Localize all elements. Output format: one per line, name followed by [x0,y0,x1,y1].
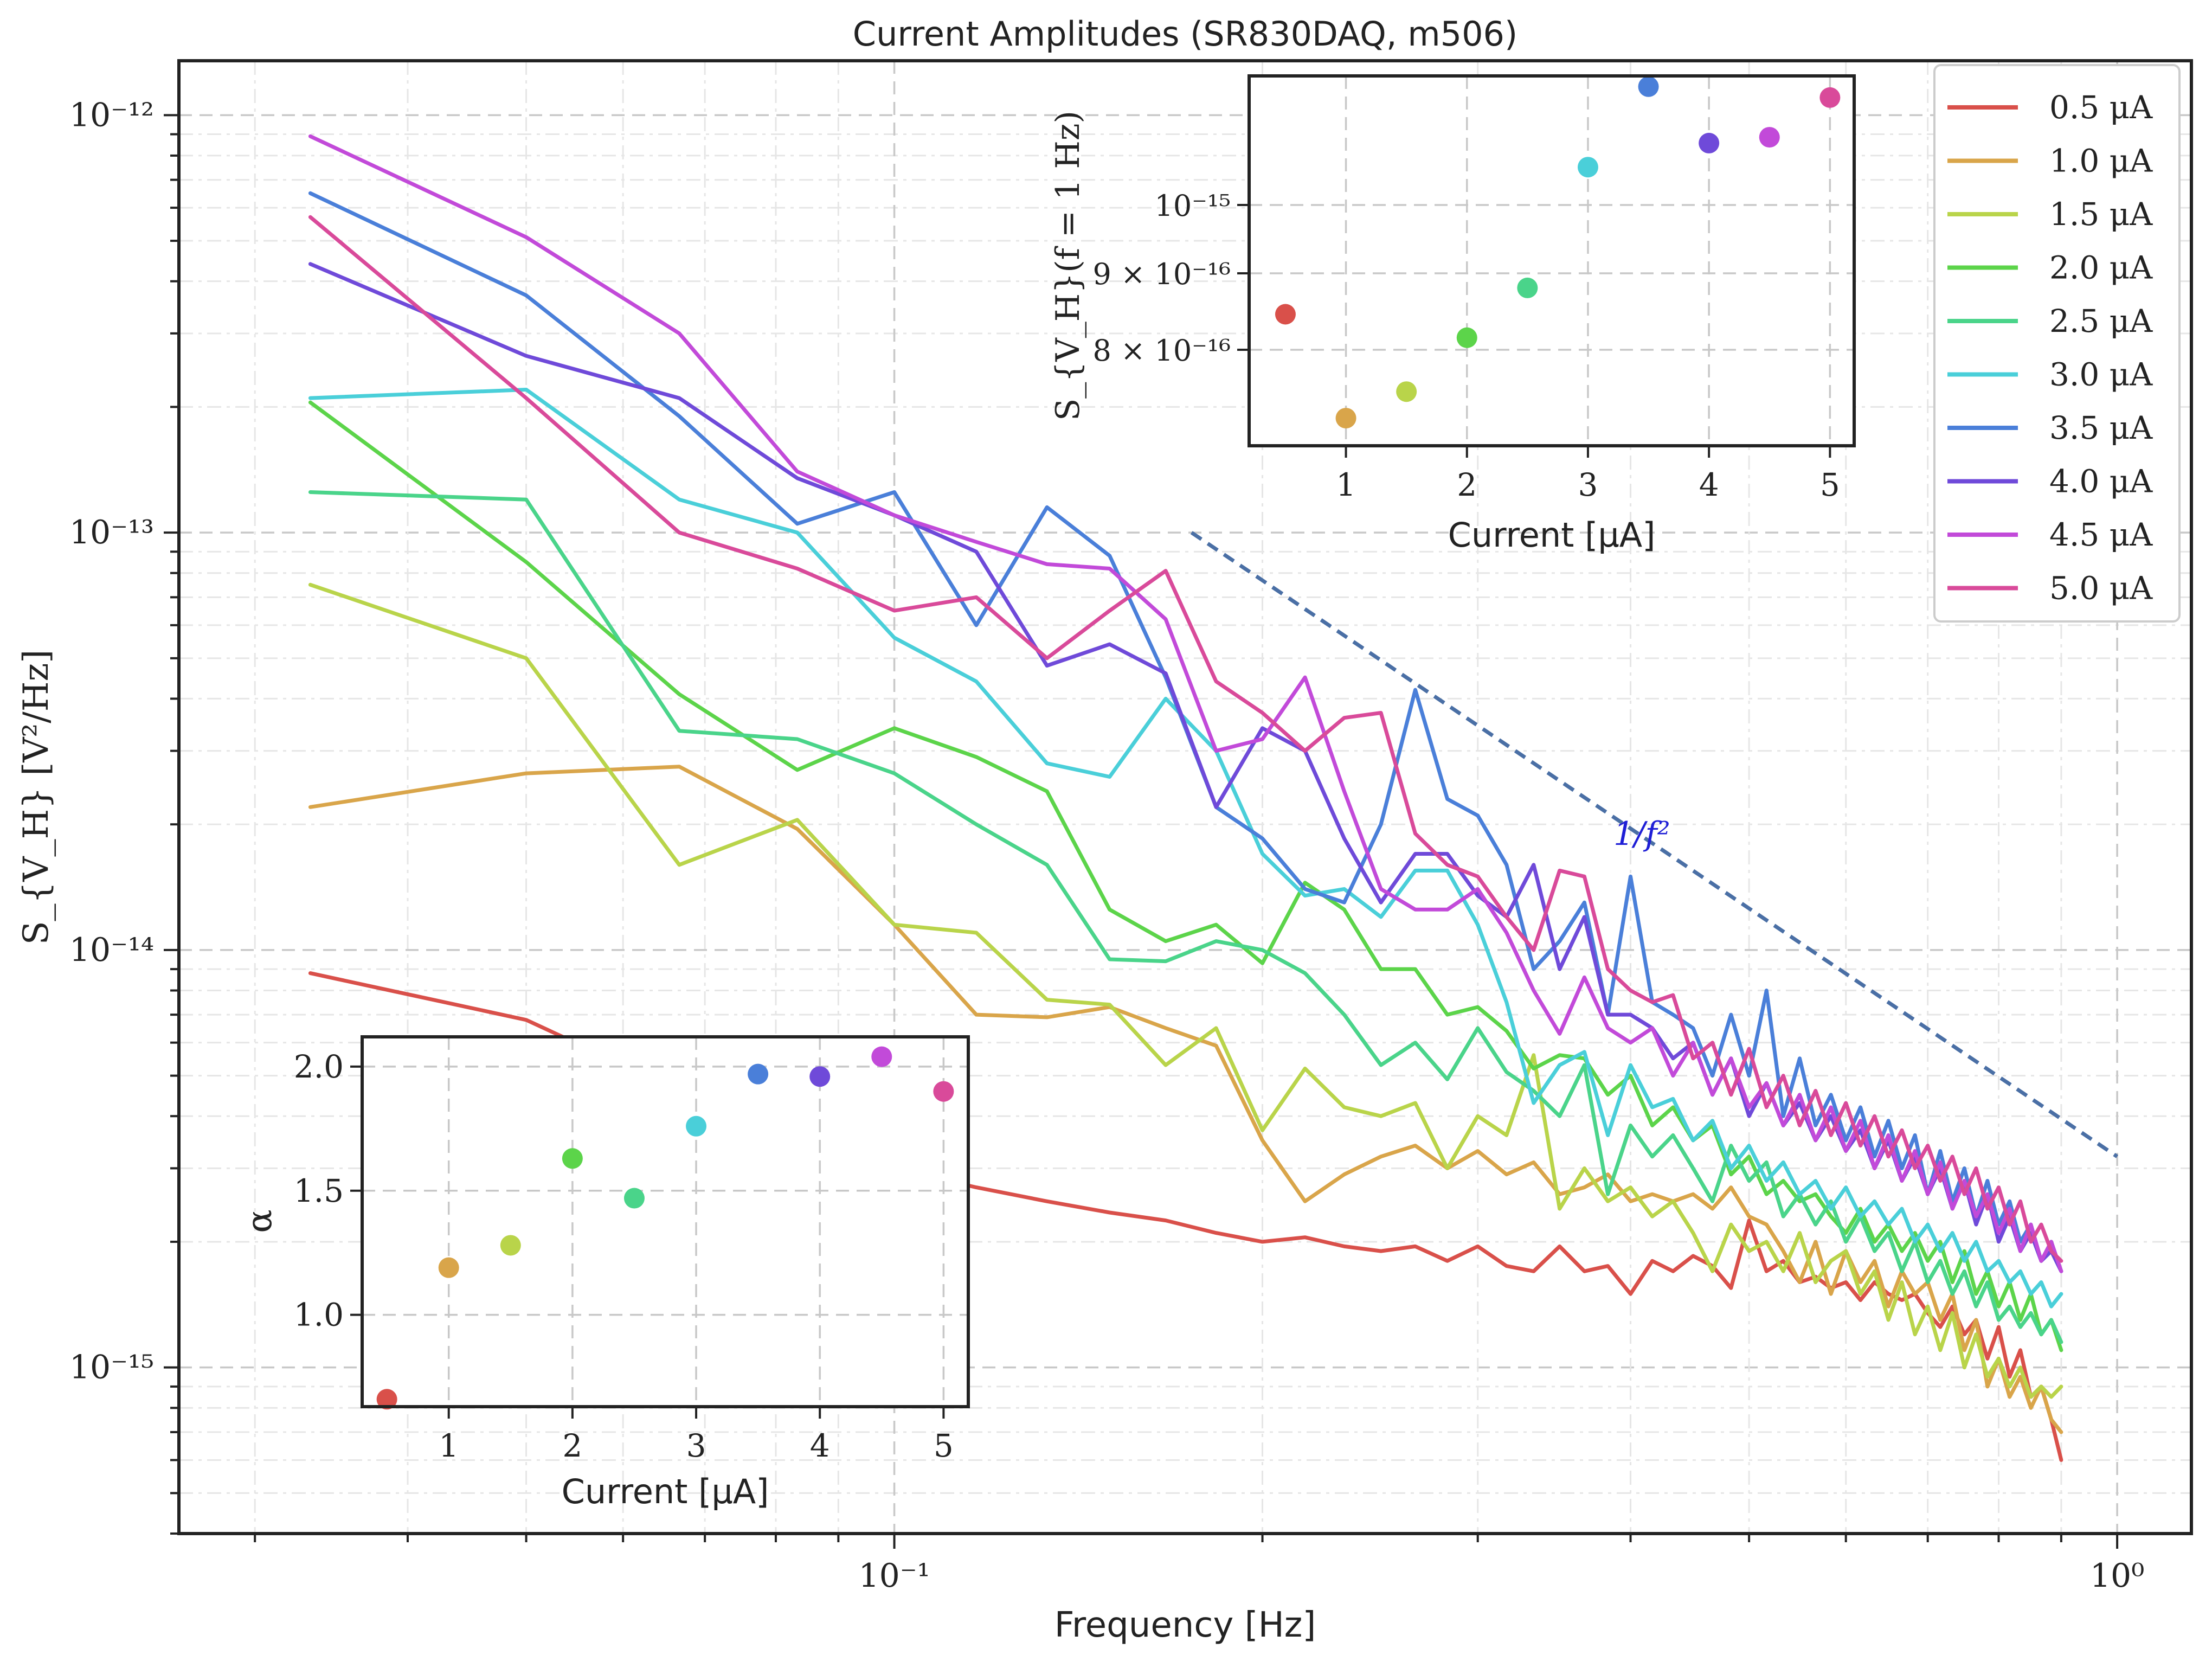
inset1-x-axis-label: Current [μA] [1448,515,1656,555]
legend-label: 1.0 μA [2049,143,2153,179]
inset2-x-tick-label: 3 [686,1427,706,1464]
legend-label: 5.0 μA [2049,570,2153,607]
inset1-ticks: 1 2 3 4 5 8 × 10⁻¹⁶ 9 × 10⁻¹⁶ 10⁻¹⁵ [1093,189,1840,503]
legend-label: 2.5 μA [2049,303,2153,339]
series-line-1.5uA [308,582,2063,1399]
inset2-point [500,1235,521,1256]
inset1-x-tick-label: 4 [1699,466,1719,503]
series-line-2.5uA [308,490,2063,1344]
inset2-frame [361,1035,970,1408]
main-frame [177,59,2193,1535]
inset1-point [1396,381,1417,402]
inset1-point [1638,76,1659,97]
main-ticks: 10⁻¹⁵ 10⁻¹⁴ 10⁻¹³ 10⁻¹² 10⁻¹ 10⁰ [69,96,2144,1595]
inset1-point [1819,87,1841,108]
inset1-point [1456,327,1477,348]
x-tick-label: 10⁰ [2090,1557,2144,1595]
legend-label: 4.5 μA [2049,516,2153,553]
inset2-y-axis-label: α [240,1209,280,1233]
legend-label: 1.5 μA [2049,196,2153,233]
inset2-grid [362,1037,968,1407]
inset2-y-tick-label: 1.0 [294,1297,344,1333]
series-line-3.0uA [308,388,2063,1309]
inset1-point [1699,132,1720,153]
inset1-x-tick-label: 1 [1336,466,1356,503]
inset1-x-tick-label: 2 [1457,466,1477,503]
inset2-point [871,1046,892,1067]
inset2-point [376,1389,397,1410]
inset2-point [562,1148,583,1169]
inset2-point [809,1066,831,1087]
legend-label: 3.5 μA [2049,409,2153,446]
main-series-group [308,134,2063,1462]
inset2-point [438,1257,459,1278]
inset2-x-tick-label: 2 [562,1427,582,1464]
inset1-background [1249,76,1854,446]
main-grid [179,61,2191,1535]
inset2-x-tick-label: 5 [934,1427,954,1464]
legend-label: 0.5 μA [2049,89,2153,126]
series-line-0.5uA [308,971,2063,1462]
chart-title: Current Amplitudes (SR830DAQ, m506) [853,14,1517,54]
inset2-y-tick-label: 2.0 [294,1048,344,1085]
series-line-5.0uA [308,215,2063,1263]
inset-alpha: 1 2 3 4 5 1.0 1.5 2.0 Current [μA] α [240,1035,970,1511]
y-tick-label: 10⁻¹⁵ [69,1349,154,1387]
inset2-background [362,1037,968,1407]
y-tick-label: 10⁻¹² [69,96,154,134]
inset2-point [933,1081,954,1102]
inset1-y-tick-label: 10⁻¹⁵ [1154,189,1231,223]
legend: 0.5 μA 1.0 μA 1.5 μA 2.0 μA 2.5 μA 3.0 μA 3.5 … [1933,64,2181,623]
inset2-x-tick-label: 4 [810,1427,830,1464]
inset1-points [1275,76,1841,429]
legend-items: 0.5 μA 1.0 μA 1.5 μA 2.0 μA 2.5 μA 3.0 μA 3.5 … [1947,89,2153,607]
inset2-y-tick-label: 1.5 [294,1172,344,1209]
series-line-4.5uA [308,134,2063,1273]
inset1-point [1275,304,1296,325]
inset1-frame [1248,74,1856,447]
inset1-point [1577,157,1598,178]
inset2-point [623,1188,645,1209]
inset1-point [1759,127,1780,148]
inset1-x-tick-label: 5 [1820,466,1840,503]
inset2-point [686,1115,707,1137]
legend-label: 4.0 μA [2049,463,2153,500]
inset1-y-tick-label: 9 × 10⁻¹⁶ [1093,257,1231,291]
inset1-point [1517,277,1538,298]
inset1-grid [1249,76,1854,446]
x-tick-label: 10⁻¹ [859,1557,930,1595]
legend-label: 3.0 μA [2049,356,2153,393]
legend-label: 2.0 μA [2049,249,2153,286]
inset1-point [1335,408,1356,429]
inset2-ticks: 1 2 3 4 5 1.0 1.5 2.0 [294,1048,954,1464]
inset1-y-tick-label: 8 × 10⁻¹⁶ [1093,334,1231,368]
inset2-points [376,1046,954,1410]
y-tick-label: 10⁻¹³ [69,514,154,551]
inset1-y-axis-label: S_{V_H}(f = 1 Hz) [1049,111,1087,421]
inset2-x-tick-label: 1 [439,1427,459,1464]
one-over-f-squared-line [1190,531,2119,1158]
inset2-x-axis-label: Current [μA] [562,1472,769,1511]
inset2-point [748,1063,769,1085]
reference-line-group: 1/f² [1190,531,2119,1158]
inset1-x-tick-label: 3 [1578,466,1598,503]
y-tick-label: 10⁻¹⁴ [69,931,154,969]
y-axis-label: S_{V_H} [V²/Hz] [16,650,56,945]
x-axis-label: Frequency [Hz] [1054,1605,1316,1645]
inset-psd-at-1hz: 1 2 3 4 5 8 × 10⁻¹⁶ 9 × 10⁻¹⁶ 10⁻¹⁵ Current [μA… [1049,74,1856,555]
one-over-f-squared-label: 1/f² [1613,815,1670,853]
